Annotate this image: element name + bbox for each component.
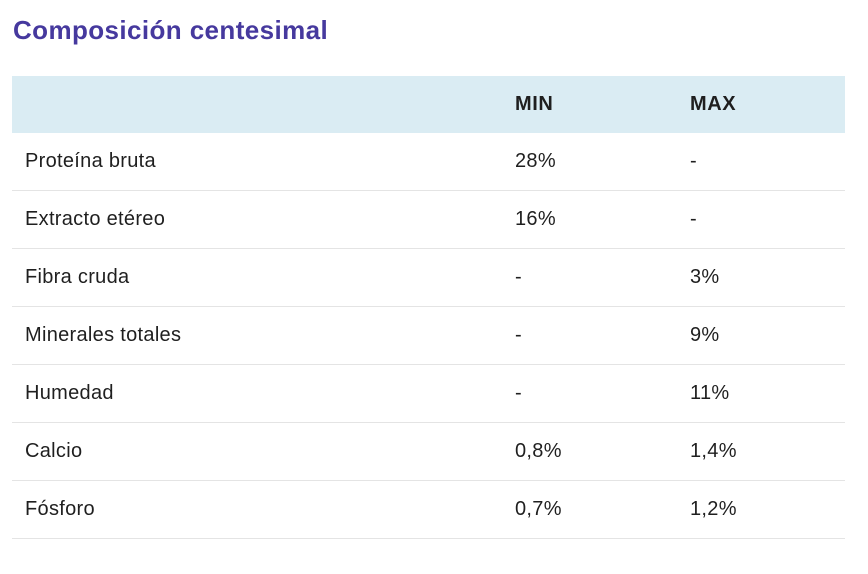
table-row: Fibra cruda - 3%	[12, 249, 845, 307]
max-value: 1,2%	[690, 498, 737, 520]
row-label: Humedad	[25, 382, 114, 404]
row-label: Fibra cruda	[25, 266, 130, 288]
row-label: Extracto etéreo	[25, 208, 166, 230]
max-value: -	[690, 150, 697, 172]
max-value: 9%	[690, 324, 720, 346]
min-value: -	[515, 266, 522, 288]
page-title: Composición centesimal	[13, 15, 329, 45]
max-value: 3%	[690, 266, 720, 288]
max-value: 1,4%	[690, 440, 737, 462]
min-value: 16%	[515, 208, 556, 230]
header-cell-max: MAX	[690, 93, 737, 115]
table-row: Extracto etéreo 16% -	[12, 191, 845, 249]
table-row: Minerales totales - 9%	[12, 307, 845, 365]
max-value: 11%	[690, 382, 730, 404]
row-label: Proteína bruta	[25, 150, 156, 172]
row-label: Minerales totales	[25, 324, 182, 346]
table-row: Calcio 0,8% 1,4%	[12, 423, 845, 481]
min-value: 0,7%	[515, 498, 562, 520]
min-value: 28%	[515, 150, 556, 172]
header-cell-min: MIN	[515, 93, 554, 115]
min-value: -	[515, 382, 522, 404]
row-label: Calcio	[25, 440, 83, 462]
row-label: Fósforo	[25, 498, 95, 520]
table-row: Fósforo 0,7% 1,2%	[12, 481, 845, 539]
min-value: -	[515, 324, 522, 346]
min-value: 0,8%	[515, 440, 562, 462]
composition-table: MIN MAX Proteína bruta 28% - Extracto et…	[12, 76, 845, 539]
max-value: -	[690, 208, 697, 230]
table-row: Proteína bruta 28% -	[12, 133, 845, 191]
table-row: Humedad - 11%	[12, 365, 845, 423]
table-header-row: MIN MAX	[12, 76, 845, 133]
